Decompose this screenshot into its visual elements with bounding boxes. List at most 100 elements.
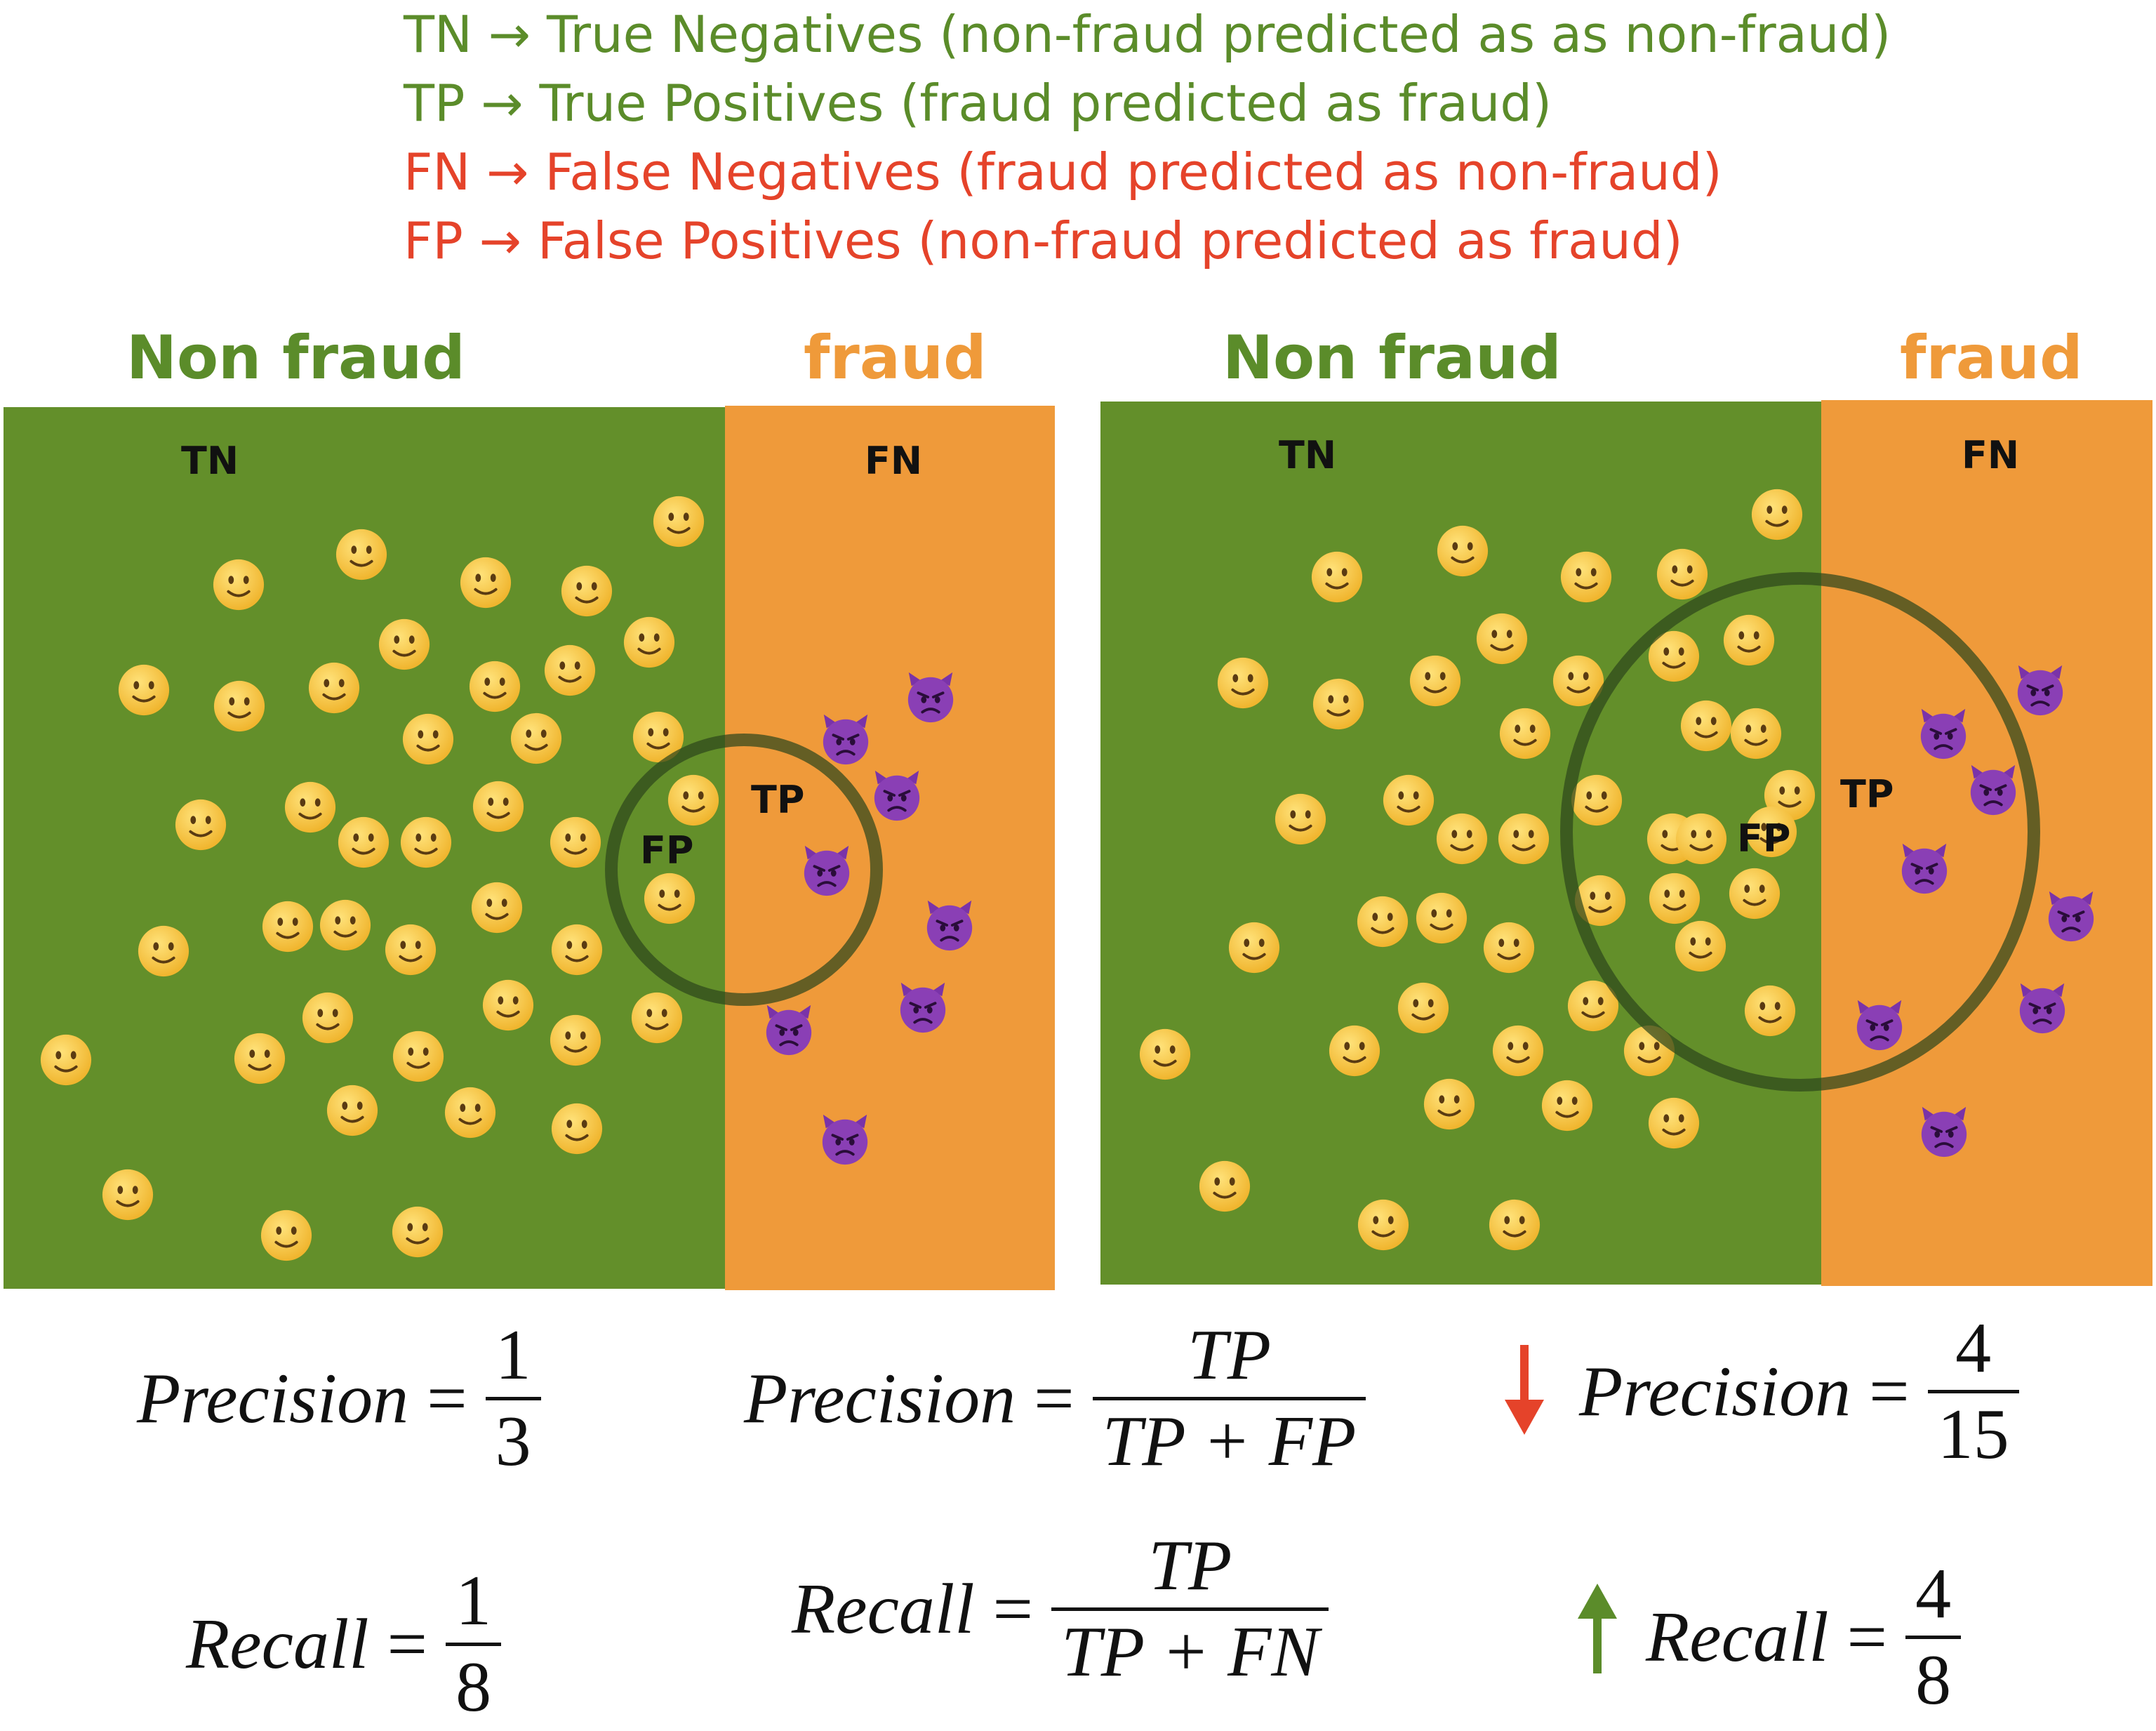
right-tn-label: TN	[1279, 433, 1337, 477]
left-precision-label: Precision	[137, 1359, 409, 1438]
smiley-face-icon	[471, 779, 526, 834]
right-recall-fraction: 4 8	[1905, 1554, 1962, 1720]
smiley-face-icon	[100, 1167, 155, 1222]
devil-face-icon	[870, 768, 924, 823]
legend-fn: FN → False Negatives (fraud predicted as…	[404, 142, 1722, 201]
smiley-face-icon	[1311, 677, 1366, 731]
smiley-face-icon	[467, 659, 522, 714]
smiley-face-icon	[622, 615, 677, 670]
smiley-face-icon	[1566, 979, 1621, 1033]
left-recall-numerator: 1	[455, 1561, 492, 1640]
right-precision-denominator: 15	[1937, 1395, 2009, 1474]
smiley-face-icon	[300, 990, 355, 1045]
devil-face-icon	[818, 1112, 872, 1167]
smiley-face-icon	[232, 1031, 287, 1086]
devil-face-icon	[761, 1002, 816, 1057]
smiley-face-icon	[1396, 981, 1451, 1035]
left-precision-formula: Precision = 1 3	[137, 1320, 541, 1478]
smiley-face-icon	[1646, 1096, 1701, 1150]
left-fraud-heading: fraud	[804, 323, 987, 393]
right-precision-label: Precision	[1579, 1352, 1851, 1431]
smiley-face-icon	[1197, 1159, 1252, 1214]
left-recall-label: Recall	[186, 1605, 369, 1684]
fraction-bar	[1092, 1397, 1366, 1400]
legend: TN → True Negatives (non-fraud predicted…	[404, 0, 1891, 275]
right-fp-label: FP	[1737, 816, 1791, 861]
smiley-face-icon	[651, 494, 706, 549]
smiley-face-icon	[334, 527, 389, 582]
smiley-face-icon	[325, 1083, 380, 1138]
right-recall-equals: =	[1846, 1598, 1888, 1677]
legend-fp: FP → False Positives (non-fraud predicte…	[404, 211, 1683, 270]
smiley-face-icon	[630, 990, 684, 1045]
smiley-face-icon	[318, 898, 373, 953]
fraction-bar	[446, 1643, 502, 1646]
smiley-face-icon	[631, 710, 686, 764]
smiley-face-icon	[1551, 654, 1606, 708]
smiley-face-icon	[1422, 1077, 1477, 1132]
right-recall-formula: Recall = 4 8	[1646, 1554, 1962, 1720]
devil-face-icon	[2044, 889, 2098, 943]
devil-face-icon	[2015, 981, 2070, 1035]
smiley-face-icon	[1227, 920, 1282, 975]
devil-face-icon	[896, 980, 950, 1035]
smiley-face-icon	[559, 564, 614, 618]
right-recall-numerator: 4	[1915, 1554, 1952, 1633]
legend-tp: TP → True Positives (fraud predicted as …	[404, 74, 1552, 133]
smiley-face-icon	[391, 1029, 446, 1084]
smiley-face-icon	[377, 617, 432, 672]
smiley-face-icon	[458, 555, 513, 610]
general-recall-numerator: TP	[1148, 1526, 1232, 1605]
smiley-face-icon	[260, 899, 315, 954]
smiley-face-icon	[1381, 773, 1436, 828]
smiley-face-icon	[509, 711, 564, 766]
smiley-face-icon	[390, 1205, 445, 1259]
smiley-face-icon	[443, 1085, 498, 1140]
left-recall-equals: =	[387, 1605, 428, 1684]
smiley-face-icon	[1750, 487, 1804, 542]
smiley-face-icon	[399, 815, 453, 870]
left-recall-fraction: 1 8	[446, 1561, 502, 1727]
smiley-face-icon	[1482, 920, 1536, 975]
smiley-face-icon	[39, 1033, 93, 1087]
smiley-face-icon	[173, 797, 228, 852]
smiley-face-icon	[470, 880, 524, 935]
devil-face-icon	[818, 712, 873, 767]
smiley-face-icon	[543, 643, 597, 698]
fraction-bar	[1927, 1390, 2019, 1393]
left-tp-label: TP	[751, 778, 805, 822]
devil-face-icon	[903, 670, 958, 724]
smiley-face-icon	[1273, 792, 1328, 847]
general-precision-equals: =	[1034, 1359, 1074, 1438]
smiley-face-icon	[212, 679, 267, 734]
red-down-arrow-icon	[1505, 1345, 1544, 1435]
left-fp-label: FP	[640, 828, 694, 873]
left-precision-fraction: 1 3	[485, 1320, 541, 1481]
smiley-face-icon	[117, 663, 171, 717]
smiley-face-icon	[1414, 891, 1469, 946]
smiley-face-icon	[259, 1208, 314, 1263]
smiley-face-icon	[1498, 706, 1552, 761]
left-recall-denominator: 8	[455, 1647, 492, 1727]
right-tp-label: TP	[1840, 772, 1894, 816]
smiley-face-icon	[550, 1101, 604, 1156]
general-recall-denominator: TP + FN	[1061, 1612, 1319, 1692]
right-prediction-circle	[1560, 572, 2040, 1092]
general-precision-numerator: TP	[1187, 1315, 1272, 1395]
smiley-face-icon	[481, 978, 535, 1033]
smiley-face-icon	[1435, 524, 1490, 578]
legend-tn: TN → True Negatives (non-fraud predicted…	[404, 5, 1891, 64]
smiley-face-icon	[548, 1013, 603, 1068]
general-precision-fraction: TP TP + FP	[1092, 1315, 1366, 1478]
smiley-face-icon	[1408, 654, 1463, 708]
smiley-face-icon	[1327, 1023, 1382, 1078]
right-recall-label: Recall	[1646, 1598, 1829, 1677]
left-precision-denominator: 3	[495, 1402, 531, 1481]
left-precision-equals: =	[427, 1359, 467, 1438]
smiley-face-icon	[1355, 894, 1410, 949]
general-recall-label: Recall	[792, 1570, 975, 1649]
right-recall-denominator: 8	[1915, 1640, 1952, 1720]
smiley-face-icon	[1559, 550, 1613, 604]
smiley-face-icon	[1655, 547, 1710, 602]
